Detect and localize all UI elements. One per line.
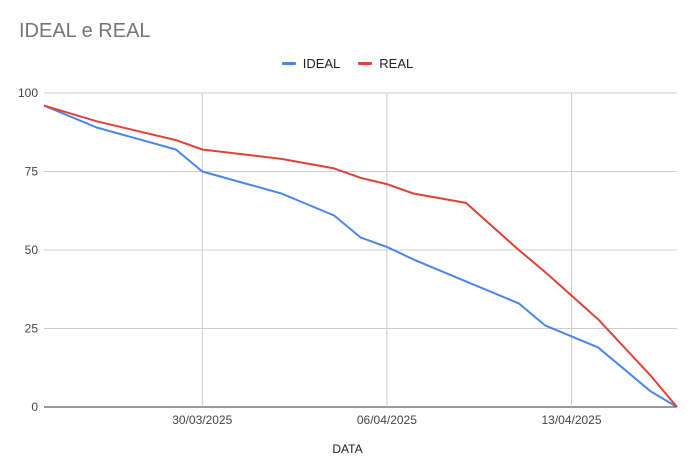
series-line-ideal [43, 104, 678, 408]
x-tick-label: 13/04/2025 [541, 413, 601, 427]
x-axis-title: DATA [332, 442, 363, 456]
y-tick-label: 75 [25, 165, 39, 179]
series-line-real [43, 104, 678, 408]
legend-swatch-real [358, 62, 373, 65]
chart-title: IDEAL e REAL [19, 20, 151, 42]
legend-item-real[interactable]: REAL [358, 56, 413, 71]
y-tick-label: 0 [31, 400, 38, 414]
legend-swatch-ideal [281, 62, 296, 65]
legend-label-real: REAL [379, 56, 414, 71]
x-tick-label: 30/03/2025 [172, 413, 232, 427]
y-tick-label: 25 [25, 322, 39, 336]
chart-legend: IDEAL REAL [0, 56, 695, 71]
y-tick-label: 100 [18, 86, 38, 100]
legend-label-ideal: IDEAL [302, 56, 341, 71]
legend-item-ideal[interactable]: IDEAL [281, 56, 341, 71]
y-tick-label: 50 [25, 243, 39, 257]
x-tick-label: 06/04/2025 [357, 413, 417, 427]
